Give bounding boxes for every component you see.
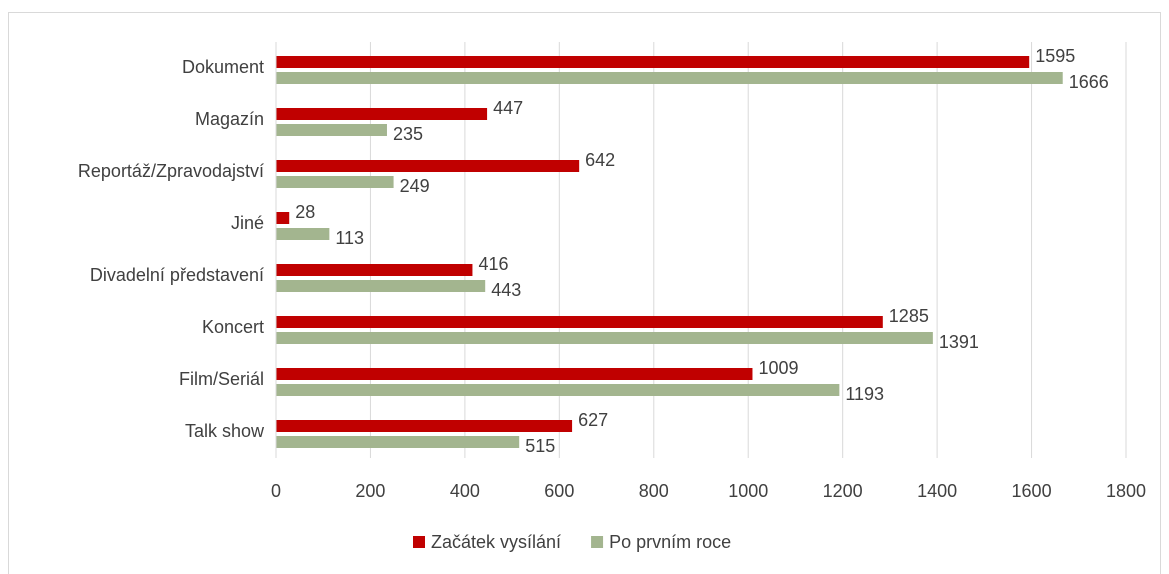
x-tick-label: 800	[639, 481, 669, 501]
bar	[276, 228, 330, 240]
y-tick-label: Reportáž/Zpravodajství	[78, 161, 264, 181]
x-tick-label: 600	[544, 481, 574, 501]
data-label: 28	[295, 202, 315, 222]
y-tick-label: Jiné	[231, 213, 264, 233]
bar	[276, 368, 753, 380]
x-tick-label: 1800	[1106, 481, 1146, 501]
data-label: 1391	[939, 332, 979, 352]
y-tick-label: Talk show	[185, 421, 265, 441]
bar	[276, 160, 580, 172]
data-label: 416	[478, 254, 508, 274]
bar	[276, 124, 387, 136]
data-label: 515	[525, 436, 555, 456]
data-label: 1666	[1069, 72, 1109, 92]
x-tick-label: 1000	[728, 481, 768, 501]
data-label: 1285	[889, 306, 929, 326]
x-tick-label: 1200	[823, 481, 863, 501]
y-tick-label: Magazín	[195, 109, 264, 129]
bar	[276, 384, 840, 396]
bar	[276, 436, 520, 448]
data-label: 642	[585, 150, 615, 170]
y-tick-label: Divadelní představení	[90, 265, 264, 285]
x-tick-label: 400	[450, 481, 480, 501]
x-tick-label: 1400	[917, 481, 957, 501]
x-tick-label: 0	[271, 481, 281, 501]
data-label: 113	[335, 228, 364, 248]
bar	[276, 264, 473, 276]
bar	[276, 316, 883, 328]
data-label: 447	[493, 98, 523, 118]
bar	[276, 212, 290, 224]
legend-swatch	[591, 536, 604, 548]
bar	[276, 420, 573, 432]
legend-label: Po prvním roce	[609, 532, 731, 552]
data-label: 249	[400, 176, 430, 196]
bar	[276, 56, 1030, 68]
bar	[276, 176, 394, 188]
data-label: 443	[491, 280, 521, 300]
data-label: 627	[578, 410, 608, 430]
y-tick-label: Koncert	[202, 317, 264, 337]
legend-swatch	[413, 536, 425, 548]
bar	[276, 72, 1063, 84]
data-label: 235	[393, 124, 423, 144]
data-label: 1193	[845, 384, 884, 404]
y-tick-label: Dokument	[182, 57, 264, 77]
y-tick-label: Film/Seriál	[179, 369, 264, 389]
legend-label: Začátek vysílání	[431, 532, 561, 552]
chart-frame	[8, 12, 1161, 574]
x-tick-label: 1600	[1012, 481, 1052, 501]
x-tick-label: 200	[355, 481, 385, 501]
data-label: 1595	[1035, 46, 1075, 66]
data-label: 1009	[758, 358, 798, 378]
bar	[276, 332, 933, 344]
bar	[276, 280, 486, 292]
bar	[276, 108, 488, 120]
